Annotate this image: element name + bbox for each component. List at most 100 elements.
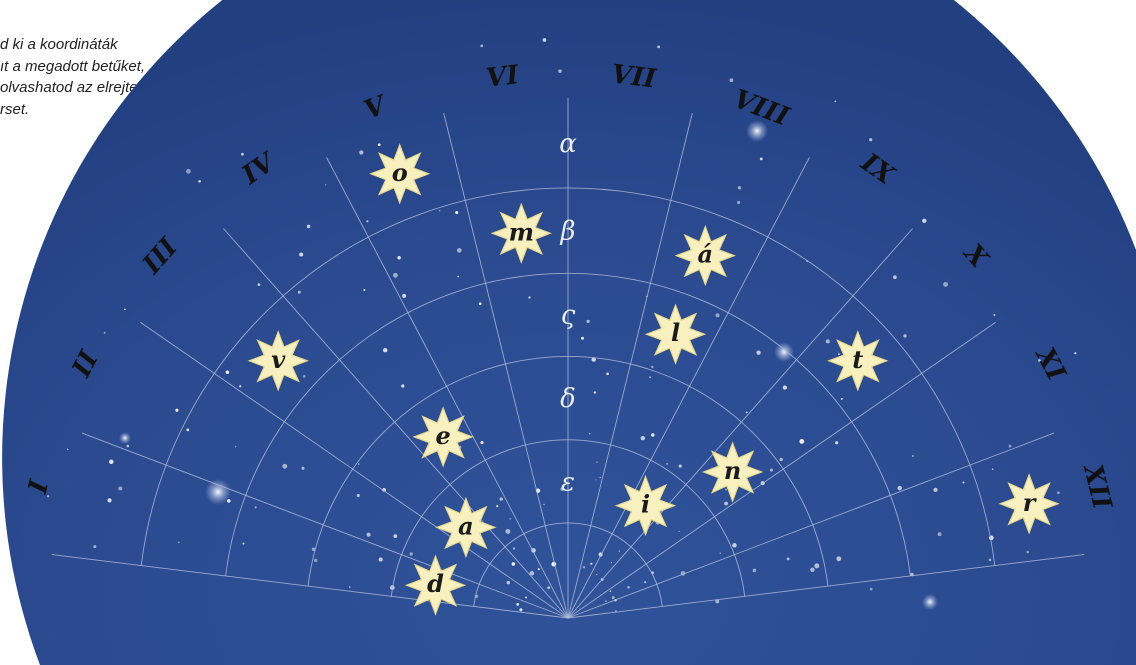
ring-label: α (559, 129, 577, 159)
background-star-dot (297, 290, 301, 294)
background-star-dot (438, 209, 441, 212)
letter-stars: d v o m e a á l t i n r (247, 143, 1060, 616)
ring-labels: α β ς δ ε (559, 129, 577, 498)
background-star-dot (547, 586, 551, 590)
star-shape (614, 474, 677, 537)
star-shape (412, 406, 474, 468)
background-star-dot (314, 558, 318, 563)
star-letter: n (724, 456, 741, 485)
background-star-dot (47, 495, 50, 498)
background-star-dot (586, 319, 590, 324)
background-star-dot (455, 210, 459, 215)
background-star-dot (678, 530, 680, 533)
ring-arc (140, 187, 996, 566)
star-shape (490, 202, 552, 264)
background-star-dot (512, 547, 516, 550)
background-star-dot (505, 528, 511, 534)
star-letter: á (698, 240, 714, 269)
background-star-dot (611, 596, 615, 600)
nebula-glow (774, 342, 794, 362)
background-star-dot (756, 350, 761, 355)
background-star-dot (118, 486, 123, 491)
background-star-dot (1074, 352, 1077, 355)
background-star-dot (499, 497, 503, 501)
instruction-line: d ki a koordináták (0, 36, 118, 53)
background-star-dot (582, 565, 586, 569)
nebula-glow (205, 479, 231, 505)
background-star-dot (943, 281, 949, 287)
background-star-dot (239, 385, 242, 388)
background-star-dot (509, 518, 511, 520)
letter-star: d (404, 554, 467, 616)
background-star-dot (124, 308, 126, 311)
puzzle-instructions: d ki a koordináták ıt a megadott betűket… (0, 34, 300, 120)
nebula-glow (746, 120, 768, 142)
background-star-dot (1038, 359, 1041, 362)
background-star-dot (409, 552, 413, 556)
star-shape (674, 224, 736, 287)
sector-line (567, 321, 996, 619)
background-star-dot (737, 186, 742, 190)
letter-star: v (247, 330, 309, 392)
background-star-dot (786, 557, 790, 561)
background-star-dot (724, 501, 728, 506)
background-star-dot (558, 69, 562, 74)
ring-arc (473, 522, 663, 607)
background-star-dot (769, 468, 773, 472)
ring-label: β (559, 217, 575, 247)
background-star-dot (606, 372, 609, 376)
background-star-dot (242, 542, 245, 545)
background-star-dot (363, 288, 366, 292)
background-star-dot (311, 547, 316, 552)
background-star-dot (922, 218, 927, 223)
background-star-dot (627, 585, 630, 589)
background-star-dot (835, 441, 839, 445)
background-star-dot (186, 428, 190, 432)
nebula-glow (119, 432, 131, 444)
background-star-dot (591, 357, 596, 362)
star-letter: d (427, 569, 444, 598)
background-star-dot (640, 436, 645, 441)
background-star-dot (382, 347, 388, 353)
background-star-dot (478, 302, 482, 306)
background-star-dot (378, 557, 383, 562)
background-star-dot (1057, 491, 1060, 495)
background-star-dot (516, 603, 520, 606)
background-star-dot (838, 353, 840, 355)
sector-line (567, 554, 1085, 619)
background-star-dot (506, 580, 511, 585)
letter-star: o (369, 143, 431, 205)
background-star-dot (609, 590, 612, 592)
letter-star: i (614, 474, 677, 537)
instruction-line: rset. (0, 100, 30, 118)
background-star-dot (377, 143, 381, 147)
background-star-dot (991, 468, 994, 470)
background-star-dot (529, 571, 535, 576)
background-star-dot (241, 152, 244, 156)
background-star-dot (542, 38, 547, 42)
background-star-dot (382, 488, 386, 492)
sector-line (443, 112, 569, 619)
background-star-dot (651, 365, 654, 369)
background-star-dot (519, 608, 523, 612)
star-shape (827, 330, 889, 392)
ring-arc (225, 272, 911, 577)
background-star-dot (678, 464, 682, 468)
background-star-dot (392, 272, 398, 278)
background-star-dot (610, 562, 613, 564)
background-star-dot (126, 444, 130, 448)
sector-line (567, 228, 913, 619)
letter-star: n (701, 441, 764, 503)
ring-arc (390, 439, 746, 597)
background-star-dot (596, 461, 598, 463)
background-star-dot (589, 433, 591, 435)
ring-label: ς (561, 301, 576, 331)
background-star-dot (651, 433, 655, 437)
background-star-dot (401, 384, 405, 388)
background-star-dot (729, 78, 734, 83)
background-star-dot (356, 493, 360, 498)
sector-line (223, 228, 569, 619)
star-letter: o (392, 158, 408, 187)
